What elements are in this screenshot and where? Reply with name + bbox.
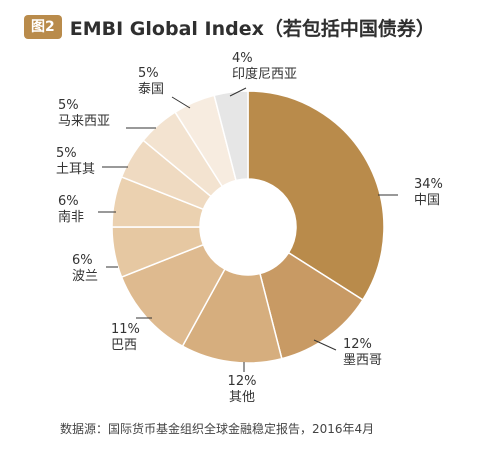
slice-10	[213, 90, 249, 182]
chart-title: EMBI Global Index（若包括中国债券）	[69, 17, 435, 40]
slice-name-label: 南非	[58, 209, 84, 225]
slice-name-label: 马来西亚	[58, 114, 110, 129]
slice-name-label: 波兰	[72, 269, 98, 284]
slice-name-label: 土耳其	[56, 162, 95, 177]
leader-line-10	[229, 87, 247, 97]
slice-percent-label: 5%	[138, 66, 159, 81]
slice-percent-label: 6%	[72, 253, 93, 268]
slice-name-label: 印度尼西亚	[232, 66, 297, 82]
slice-percent-label: 5%	[56, 146, 77, 161]
slice-name-label: 中国	[414, 193, 440, 208]
slice-percent-label: 11%	[111, 322, 140, 337]
leader-line-9	[171, 96, 191, 109]
source-note: 数据源：国际货币基金组织全球金融稳定报告，2016年4月	[60, 422, 375, 436]
slice-percent-label: 5%	[58, 98, 79, 113]
slice-percent-label: 6%	[58, 194, 79, 209]
slice-name-label: 巴西	[111, 338, 137, 353]
leader-line-2	[313, 339, 337, 351]
slice-percent-label: 34%	[414, 177, 443, 192]
slice-percent-label: 12%	[228, 374, 257, 389]
slice-name-label: 泰国	[138, 82, 164, 97]
slice-percent-label: 4%	[232, 51, 253, 66]
chart-header: 图2 EMBI Global Index（若包括中国债券）	[24, 12, 435, 42]
figure-badge: 图2	[24, 15, 62, 39]
slice-name-label: 墨西哥	[343, 353, 382, 368]
slice-percent-label: 12%	[343, 337, 372, 352]
slice-1	[247, 90, 385, 301]
slice-name-label: 其他	[229, 390, 255, 405]
